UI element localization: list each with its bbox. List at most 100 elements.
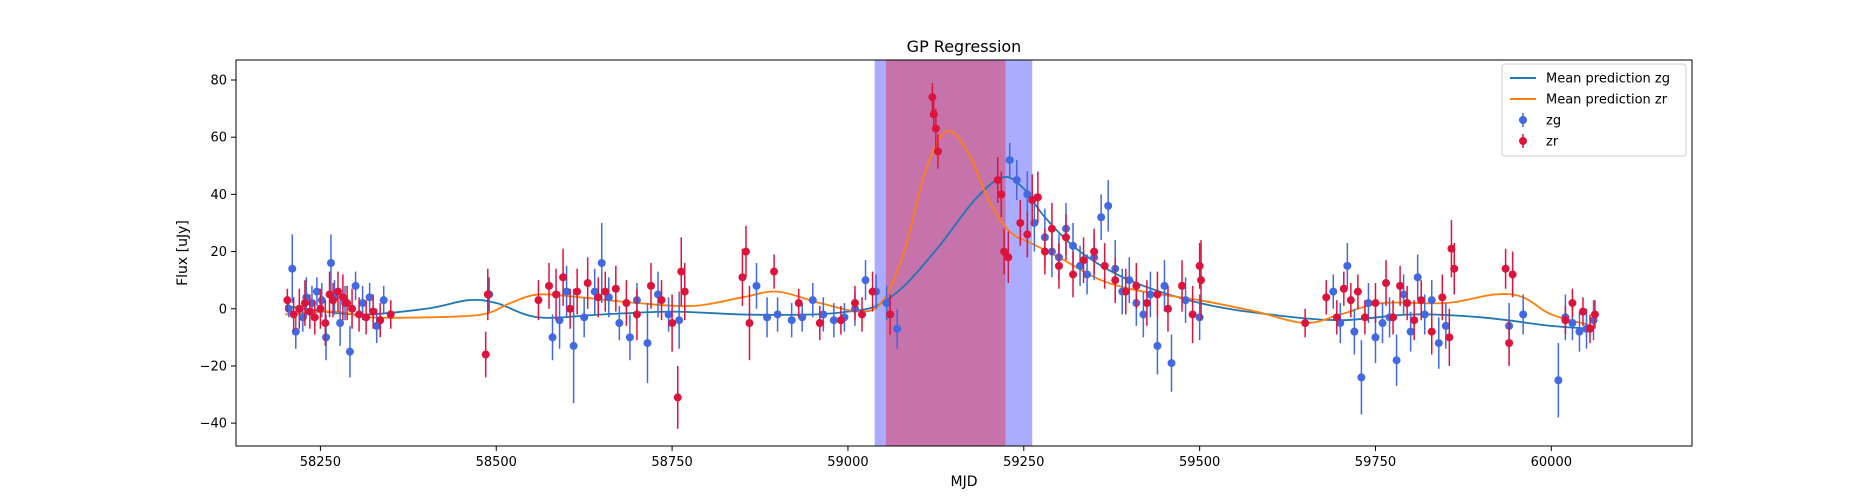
data-point-zg xyxy=(580,313,589,322)
data-point-zr xyxy=(1004,253,1013,262)
data-point-zg xyxy=(1023,190,1032,199)
data-point-zr xyxy=(1586,324,1595,333)
data-point-zr xyxy=(295,304,304,313)
data-point-zr xyxy=(1188,310,1197,319)
data-point-zg xyxy=(1413,273,1422,282)
data-point-zr xyxy=(305,307,314,316)
data-point-zr xyxy=(741,247,750,256)
data-point-zg xyxy=(1371,333,1380,342)
data-point-zg xyxy=(326,259,335,268)
data-point-zr xyxy=(1033,193,1042,202)
data-point-zg xyxy=(1336,319,1345,328)
data-point-zr xyxy=(1023,230,1032,239)
plot-area-frame xyxy=(235,59,1693,447)
data-point-zg xyxy=(1195,313,1204,322)
data-point-zr xyxy=(1047,224,1056,233)
data-point-zg xyxy=(819,310,828,319)
data-point-zr xyxy=(1346,296,1355,305)
data-point-zg xyxy=(808,296,817,305)
data-point-zg xyxy=(358,299,367,308)
data-point-zg xyxy=(1012,176,1021,185)
data-point-zr xyxy=(559,273,568,282)
data-point-zr xyxy=(1447,244,1456,253)
data-point-zg xyxy=(654,290,663,299)
data-point-zg xyxy=(365,293,374,302)
data-point-zr xyxy=(573,287,582,296)
data-point-zr xyxy=(738,273,747,282)
data-point-zr xyxy=(1322,293,1331,302)
data-point-zr xyxy=(1163,304,1172,313)
data-point-zr xyxy=(369,307,378,316)
data-point-zr xyxy=(1178,281,1187,290)
data-point-zr xyxy=(886,310,895,319)
data-point-zg xyxy=(336,319,345,328)
data-point-zr xyxy=(632,310,641,319)
data-point-zr xyxy=(1016,218,1025,227)
data-point-zr xyxy=(1061,233,1070,242)
data-point-zg xyxy=(597,259,606,268)
legend-marker-swatch xyxy=(1519,137,1527,145)
legend-label: zg xyxy=(1546,114,1561,129)
x-tick-label: 58250 xyxy=(300,455,341,470)
data-point-zg xyxy=(1350,327,1359,336)
data-point-zr xyxy=(552,290,561,299)
legend-marker-swatch xyxy=(1519,116,1527,124)
observation-points xyxy=(283,82,1599,429)
data-point-zr xyxy=(1090,247,1099,256)
data-point-zr xyxy=(355,310,364,319)
data-point-zr xyxy=(1508,270,1517,279)
data-point-zg xyxy=(664,310,673,319)
data-point-zr xyxy=(1389,313,1398,322)
data-point-zr xyxy=(1353,287,1362,296)
data-point-zr xyxy=(622,299,631,308)
data-point-zr xyxy=(1153,290,1162,299)
x-tick-label: 59500 xyxy=(1179,455,1220,470)
series-points-zr xyxy=(283,82,1599,429)
data-point-zg xyxy=(569,341,578,350)
data-point-zr xyxy=(1501,264,1510,273)
data-point-zg xyxy=(1139,310,1148,319)
data-point-zr xyxy=(680,287,689,296)
y-tick-label: 40 xyxy=(210,188,227,203)
data-point-zg xyxy=(882,299,891,308)
data-point-zr xyxy=(1132,281,1141,290)
data-point-zr xyxy=(794,299,803,308)
data-point-zg xyxy=(1420,310,1429,319)
x-tick-label: 59250 xyxy=(1003,455,1044,470)
data-point-zr xyxy=(1438,293,1447,302)
data-point-zr xyxy=(1382,279,1391,288)
series-line-mean-prediction-zg xyxy=(285,176,1594,330)
data-point-zg xyxy=(312,287,321,296)
legend: Mean prediction zg Mean prediction zr zg zr xyxy=(1501,63,1687,157)
data-point-zg xyxy=(1167,359,1176,368)
data-point-zr xyxy=(997,190,1006,199)
x-tick-label: 59000 xyxy=(827,455,868,470)
x-axis-ticks: 58250 58500 58750 59000 59250 59500 59750 60000 xyxy=(300,446,1572,470)
series-line-mean-prediction-zr xyxy=(285,130,1594,327)
data-point-zg xyxy=(1399,290,1408,299)
data-point-zr xyxy=(1040,247,1049,256)
data-point-zr xyxy=(1568,299,1577,308)
data-point-zr xyxy=(316,304,325,313)
y-tick-label: −20 xyxy=(200,359,227,374)
mean-prediction-lines xyxy=(285,130,1594,330)
x-tick-label: 58750 xyxy=(651,455,692,470)
legend-box xyxy=(1501,63,1687,157)
data-point-zg xyxy=(1343,261,1352,270)
data-point-zr xyxy=(1142,299,1151,308)
data-point-zr xyxy=(343,299,352,308)
chart-title: GP Regression xyxy=(907,37,1022,56)
data-point-zg xyxy=(1160,281,1169,290)
data-point-zg xyxy=(1406,327,1415,336)
data-point-zg xyxy=(1083,270,1092,279)
data-point-zr xyxy=(300,299,309,308)
data-point-zr xyxy=(1111,276,1120,285)
data-point-zg xyxy=(1568,319,1577,328)
data-point-zr xyxy=(1410,316,1419,325)
data-point-zr xyxy=(1450,264,1459,273)
data-point-zg xyxy=(1575,327,1584,336)
y-tick-label: 80 xyxy=(210,74,227,89)
data-point-zg xyxy=(1097,213,1106,222)
data-point-zg xyxy=(345,347,354,356)
data-point-zr xyxy=(601,287,610,296)
